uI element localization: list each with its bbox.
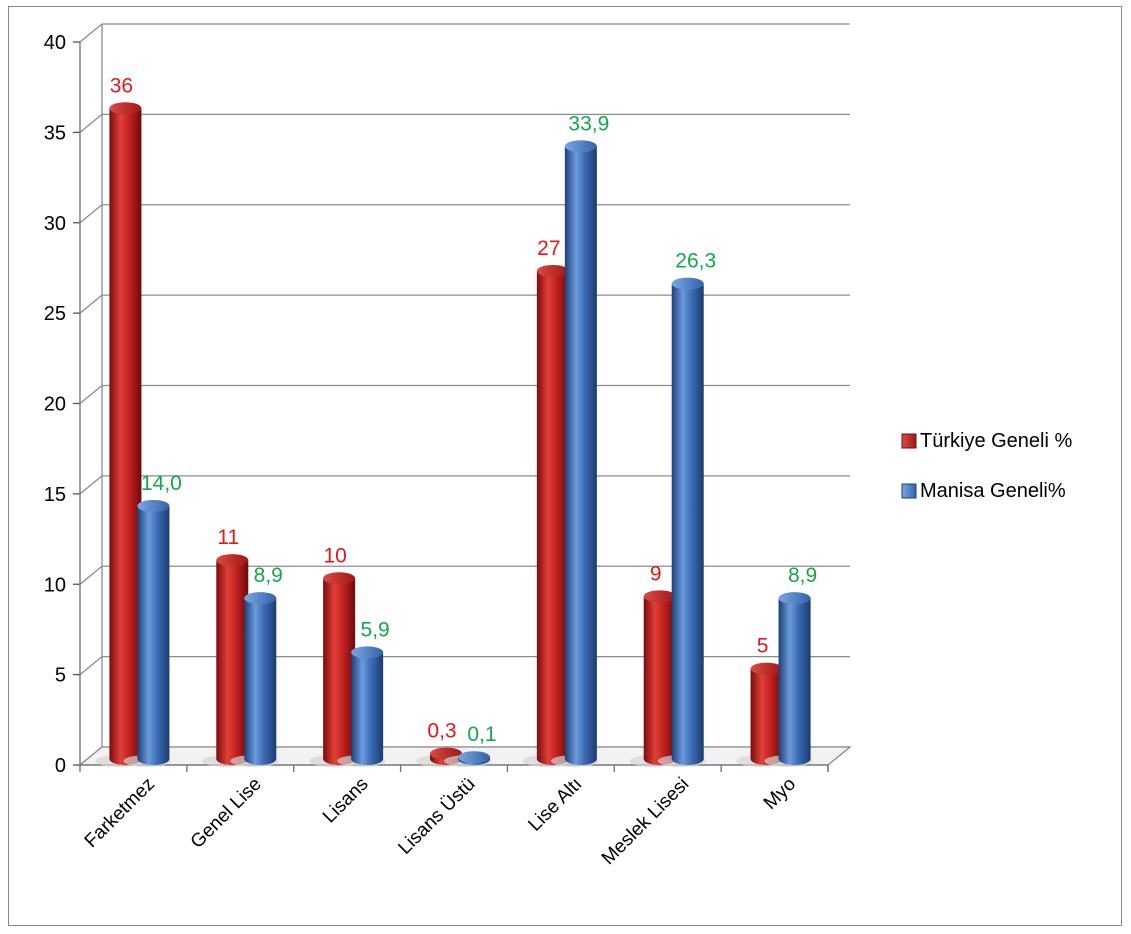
bar [123,499,172,767]
bar-body [671,283,704,765]
bar-body [109,108,142,766]
bar-top [643,590,676,603]
legend-label: Türkiye Geneli % [920,430,1072,452]
bar [522,264,571,767]
y-tick-label: 20 [44,394,66,416]
bar-top [750,662,783,675]
gridline-side [79,384,103,405]
x-category-label: Farketmez [81,774,159,852]
x-category-label: Meslek Lisesi [598,774,693,869]
bar [629,590,678,767]
y-tick-label: 30 [44,213,66,235]
bar-body [244,598,277,765]
data-label: 33,9 [568,112,609,135]
bar-top [323,572,356,585]
bar-top [778,592,811,605]
bar-top [137,499,170,512]
data-label: 8,9 [254,564,283,587]
bar [657,277,706,767]
data-label: 26,3 [675,250,716,273]
gridline-side [79,23,103,43]
bar-top [351,646,384,659]
bar-body [216,560,249,765]
bar-top [671,277,704,290]
data-label: 36 [110,74,133,97]
bar [337,646,386,767]
gridline-side [79,294,103,314]
gridline-side [79,113,103,133]
legend-swatch [901,433,917,449]
bar-body [351,652,384,765]
y-tick-label: 0 [55,755,66,777]
bar-top [244,592,277,605]
bar [230,592,279,767]
bar-body [137,505,170,765]
y-tick-label: 15 [44,484,66,506]
bar-body [643,596,676,765]
data-label: 27 [537,237,560,260]
data-label: 11 [217,526,239,549]
y-tick-label: 35 [44,122,66,144]
data-label: 5,9 [361,618,390,641]
bar [550,140,599,767]
data-label: 5 [757,635,769,658]
data-label: 14,0 [141,472,182,495]
x-category-label: Lisans Üstü [394,774,479,859]
legend-swatch [901,483,917,499]
x-category-label: Lisans [319,774,373,828]
bar-top [564,140,597,153]
bar-top [216,554,249,567]
bar-body [536,270,569,765]
data-label: 8,9 [788,564,817,587]
bar-body [778,598,811,765]
bar [444,751,492,767]
bar-top [536,264,569,277]
y-tick-label: 10 [44,574,66,596]
y-tick-label: 5 [55,665,66,687]
bar-top [109,102,142,115]
data-label: 10 [323,544,346,567]
y-tick-label: 25 [44,303,66,325]
data-label: 0,1 [467,723,496,746]
bar [764,592,813,767]
data-label: 0,3 [427,720,456,743]
bar-body [750,668,783,765]
x-category-label: Genel Lise [187,774,266,853]
gridline-side [79,656,103,676]
bar-body [564,146,597,765]
data-label: 9 [650,562,662,585]
bar-body [323,578,356,765]
gridline-side [79,565,103,585]
x-category-label: Lise Altı [524,774,586,836]
bar [309,572,358,767]
gridline-side [79,204,103,224]
y-tick-label: 40 [44,32,66,54]
bar [202,554,251,767]
gridline-side [79,475,103,495]
bar-top [458,751,490,764]
x-category-label: Myo [760,774,800,814]
legend-label: Manisa Geneli% [920,480,1066,502]
